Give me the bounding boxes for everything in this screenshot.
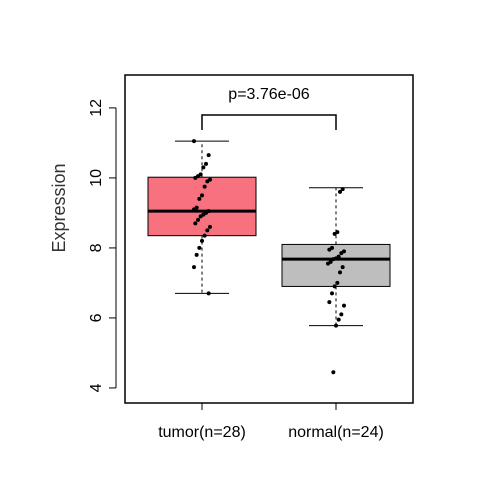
- plot-frame: [124, 74, 414, 404]
- box: [281, 243, 391, 287]
- y-tick-label: 8: [88, 243, 105, 252]
- data-point: [332, 284, 337, 289]
- data-point: [202, 184, 207, 189]
- data-point: [339, 312, 344, 317]
- data-point: [192, 139, 196, 144]
- data-point: [326, 261, 330, 266]
- y-tick-label: 6: [88, 313, 105, 322]
- data-point: [201, 165, 206, 170]
- data-point: [338, 189, 342, 194]
- y-tick-label: 4: [88, 383, 105, 392]
- data-point: [206, 153, 211, 158]
- data-point: [342, 303, 346, 308]
- data-point: [202, 233, 207, 238]
- x-tick-label: normal(n=24): [288, 424, 384, 441]
- data-point: [331, 257, 336, 262]
- data-point: [193, 221, 198, 226]
- significance-bracket: [201, 114, 337, 130]
- data-point: [327, 300, 332, 305]
- data-point: [205, 228, 210, 233]
- data-point: [197, 196, 202, 201]
- data-point: [194, 252, 199, 257]
- p-value: p=3.76e-06: [228, 86, 310, 103]
- data-point: [200, 193, 204, 198]
- data-point: [198, 214, 203, 219]
- y-axis-label: Expression: [49, 163, 69, 252]
- data-point: [331, 370, 336, 375]
- data-point: [205, 179, 210, 184]
- box: [147, 176, 257, 237]
- data-point: [200, 238, 204, 243]
- y-tick-label: 12: [88, 99, 105, 117]
- data-point: [334, 323, 338, 328]
- data-point: [336, 317, 341, 322]
- x-tick-label: tumor(n=28): [158, 424, 246, 441]
- data-point: [340, 187, 345, 192]
- data-point: [332, 231, 337, 236]
- data-point: [193, 175, 198, 180]
- data-point: [335, 280, 340, 285]
- data-point: [208, 224, 212, 229]
- data-point: [192, 207, 196, 212]
- data-point: [340, 265, 345, 270]
- data-point: [196, 217, 200, 222]
- data-point: [206, 291, 211, 296]
- data-point: [204, 161, 208, 166]
- data-point: [339, 251, 344, 256]
- data-point: [338, 270, 342, 275]
- data-point: [330, 291, 334, 296]
- y-tick-label: 10: [88, 169, 105, 187]
- data-point: [192, 265, 196, 270]
- data-point: [327, 247, 332, 252]
- data-point: [197, 245, 202, 250]
